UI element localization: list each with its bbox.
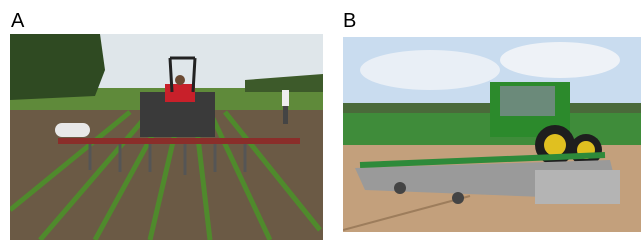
figure: A B — [0, 0, 643, 240]
page: A B — [0, 0, 643, 240]
panel-label: A — [11, 10, 25, 32]
photo-b — [343, 37, 641, 232]
photo-a — [10, 34, 323, 240]
panel-label: B — [343, 10, 356, 32]
